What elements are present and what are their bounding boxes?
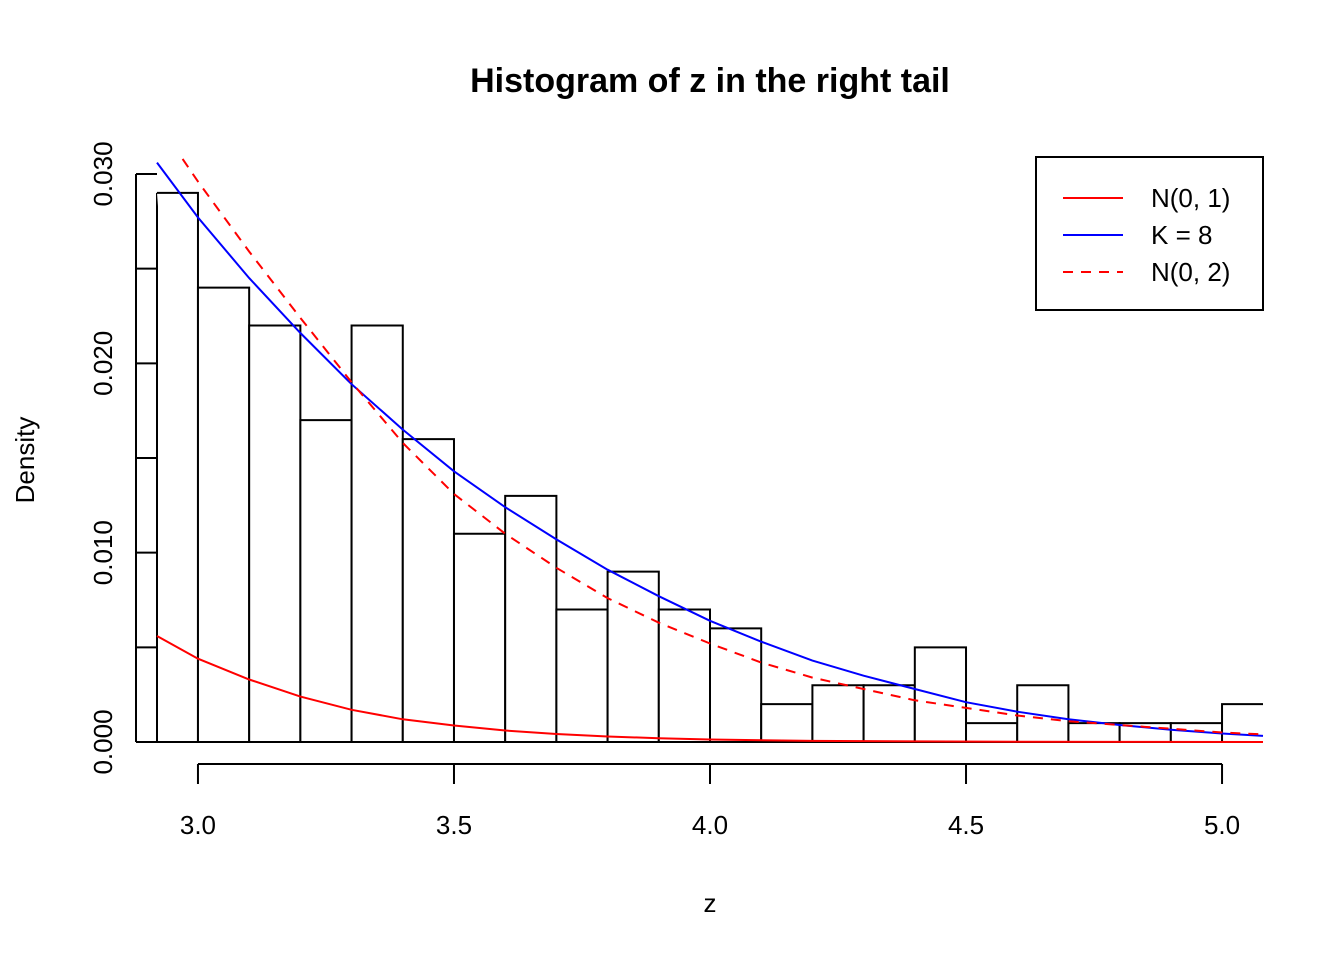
x-tick-label: 5.0 — [1204, 810, 1240, 840]
histogram-bar-1 — [196, 286, 251, 742]
y-axis: 0.000 0.010 0.020 0.030 — [88, 141, 157, 775]
x-tick-label: 3.5 — [436, 810, 472, 840]
histogram-bar-21 — [1221, 703, 1263, 742]
histogram-bar-6 — [452, 532, 507, 742]
histogram-bar-14 — [862, 684, 916, 742]
histogram-bar-16 — [965, 722, 1019, 742]
legend-label-1: N(0, 1) — [1151, 183, 1230, 213]
histogram-bar-7 — [504, 494, 558, 742]
legend-label-2: K = 8 — [1151, 220, 1212, 250]
y-axis-title: Density — [10, 417, 40, 504]
legend-box — [1035, 156, 1264, 311]
density-curves — [156, 158, 1264, 743]
y-tick-label: 0.010 — [88, 520, 118, 585]
y-tick-label: 0.000 — [88, 709, 118, 774]
x-tick-label: 4.0 — [692, 810, 728, 840]
histogram-bar-4 — [350, 324, 404, 742]
histogram-bar-0 — [157, 191, 199, 742]
histogram-bar-3 — [299, 419, 353, 742]
histogram-bar-2 — [248, 324, 302, 742]
x-tick-label: 3.0 — [180, 810, 216, 840]
x-axis-title: z — [704, 888, 717, 918]
chart-title: Histogram of z in the right tail — [470, 62, 950, 100]
histogram-bar-17 — [1016, 684, 1070, 742]
y-tick-label: 0.030 — [88, 141, 118, 206]
density-curve-2 — [156, 162, 1264, 737]
histogram-bar-13 — [811, 684, 865, 742]
histogram-bar-11 — [709, 627, 763, 742]
histogram-bar-12 — [760, 703, 814, 742]
histogram-bar-10 — [657, 608, 711, 742]
histogram-bar-8 — [555, 608, 609, 742]
histogram-bars — [156, 191, 1263, 743]
x-tick-label: 4.5 — [948, 810, 984, 840]
density-curve-3 — [181, 158, 1264, 736]
histogram-bar-9 — [606, 570, 660, 742]
density-curve-1 — [156, 635, 1264, 743]
legend-label-3: N(0, 2) — [1151, 257, 1230, 287]
histogram-bar-18 — [1067, 722, 1121, 742]
histogram-bar-5 — [401, 438, 455, 742]
x-axis: 3.0 3.5 4.0 4.5 5.0 — [180, 763, 1240, 840]
legend: N(0, 1) K = 8 N(0, 2) — [1035, 156, 1264, 311]
y-tick-label: 0.020 — [88, 331, 118, 396]
